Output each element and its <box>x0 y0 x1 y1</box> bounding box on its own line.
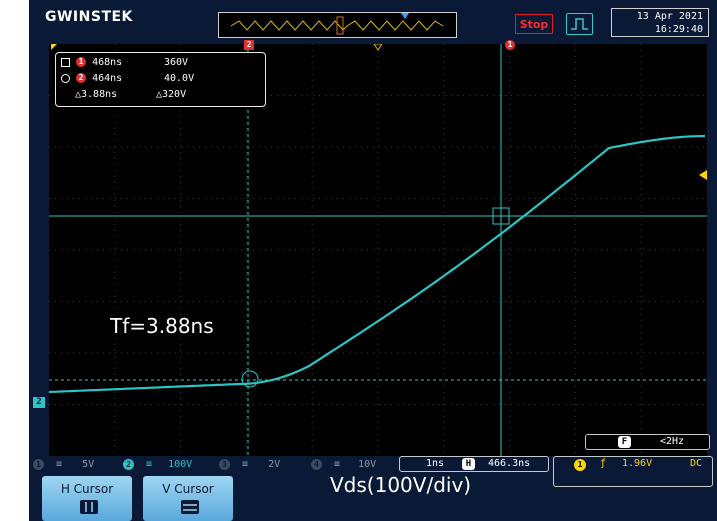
ch1-status[interactable]: 1 ≡ 5V <box>33 458 94 472</box>
ch2-waveform-trace <box>48 134 706 394</box>
pulse-icon <box>566 13 593 35</box>
ch4-coupling: ≡ <box>334 459 341 470</box>
cursor2-value: 40.0V <box>164 73 195 84</box>
ch4-badge: 4 <box>311 458 322 470</box>
ch2-scale: 100V <box>168 459 193 470</box>
cursor1-value: 360V <box>164 57 189 68</box>
frequency-counter-box: F <2Hz <box>585 434 710 450</box>
horizontal-position: 466.3ns <box>488 458 531 469</box>
ch1-scale: 5V <box>82 459 95 470</box>
left-top-marker <box>51 44 57 50</box>
ch3-coupling: ≡ <box>242 459 249 470</box>
trigger-box[interactable]: 1 ƒ 1.96V DC <box>553 456 713 487</box>
fall-time-annotation: Tf=3.88ns <box>110 314 214 338</box>
ch3-badge: 3 <box>219 458 230 470</box>
ch3-status[interactable]: 3 ≡ 2V <box>219 458 280 472</box>
cursor1-square-icon <box>61 57 70 67</box>
time-text: 16:29:40 <box>654 24 703 35</box>
cursor2-top-marker: 2 <box>244 40 254 50</box>
ch2-badge: 2 <box>123 458 134 470</box>
frequency-value: <2Hz <box>660 436 685 447</box>
waveform-display <box>48 43 707 456</box>
cursor2-circle-icon <box>61 73 70 83</box>
trigger-coupling: DC <box>690 458 703 469</box>
h-cursor-icon <box>80 500 98 514</box>
ch4-scale: 10V <box>358 459 377 470</box>
h-cursor-label: H Cursor <box>60 482 114 496</box>
cursor1-time: 468ns <box>92 57 123 68</box>
cursor1-badge: 1 <box>76 57 87 67</box>
memory-overview-waveform <box>230 13 444 35</box>
v-cursor-label: V Cursor <box>162 482 214 496</box>
timebase-box[interactable]: 1ns H 466.3ns <box>399 456 549 472</box>
v-cursor-icon <box>181 500 199 514</box>
pulse-icon-glyph <box>571 18 588 30</box>
horizontal-position-icon: H <box>462 458 475 470</box>
ch1-coupling: ≡ <box>56 459 63 470</box>
cursor2-time: 464ns <box>92 73 123 84</box>
channel-status-bar: 1 ≡ 5V 2 ≡ 100V 3 ≡ 2V 4 ≡ 10V <box>29 456 717 474</box>
trigger-source-badge: 1 <box>574 459 586 471</box>
ch1-badge: 1 <box>33 458 44 470</box>
cursor1-intersection-marker <box>492 207 510 225</box>
ch4-status[interactable]: 4 ≡ 10V <box>311 458 376 472</box>
ch2-coupling: ≡ <box>146 459 153 470</box>
trigger-position-marker <box>373 43 383 51</box>
date-text: 13 Apr 2021 <box>636 11 703 22</box>
delta-value: △320V <box>156 89 187 100</box>
run-stop-status[interactable]: Stop <box>515 14 553 34</box>
h-cursor-icon-glyph <box>85 502 93 512</box>
v-cursor-icon-glyph <box>183 504 197 511</box>
cursor-readout-panel: 1 468ns 360V 2 464ns 40.0V △3.88ns △320V <box>55 52 266 107</box>
ch2-status[interactable]: 2 ≡ 100V <box>123 458 192 472</box>
ch2-ground-marker[interactable]: 2 <box>33 397 45 408</box>
timebase-scale: 1ns <box>426 458 445 469</box>
cursor2-badge: 2 <box>76 73 87 83</box>
cursor1-readout-row: 1 468ns <box>61 56 122 69</box>
oscilloscope-screen: GWINSTEK Stop 13 Apr 2021 16:29:40 <box>29 0 717 521</box>
ch3-scale: 2V <box>268 459 281 470</box>
cursor2-readout-row: 2 464ns <box>61 72 122 85</box>
trigger-level-marker <box>699 170 707 180</box>
vds-scale-annotation: Vds(100V/div) <box>330 473 472 497</box>
memory-overview-bar <box>218 12 457 38</box>
rising-edge-icon: ƒ <box>600 458 607 469</box>
waveform-grid[interactable]: 2 1 2 Tf=3.88ns Vds(100V/div) <box>33 40 707 497</box>
brand-logo: GWINSTEK <box>45 9 133 25</box>
date-time-box: 13 Apr 2021 16:29:40 <box>611 8 709 37</box>
h-cursor-softkey[interactable]: H Cursor <box>42 476 132 521</box>
top-bar: GWINSTEK Stop 13 Apr 2021 16:29:40 <box>29 0 717 38</box>
frequency-icon: F <box>618 436 631 448</box>
v-cursor-softkey[interactable]: V Cursor <box>143 476 233 521</box>
cursor2-intersection-marker <box>241 370 259 388</box>
trigger-level: 1.96V <box>622 458 653 469</box>
delta-time: △3.88ns <box>75 89 118 100</box>
cursor1-top-marker: 1 <box>505 40 515 50</box>
